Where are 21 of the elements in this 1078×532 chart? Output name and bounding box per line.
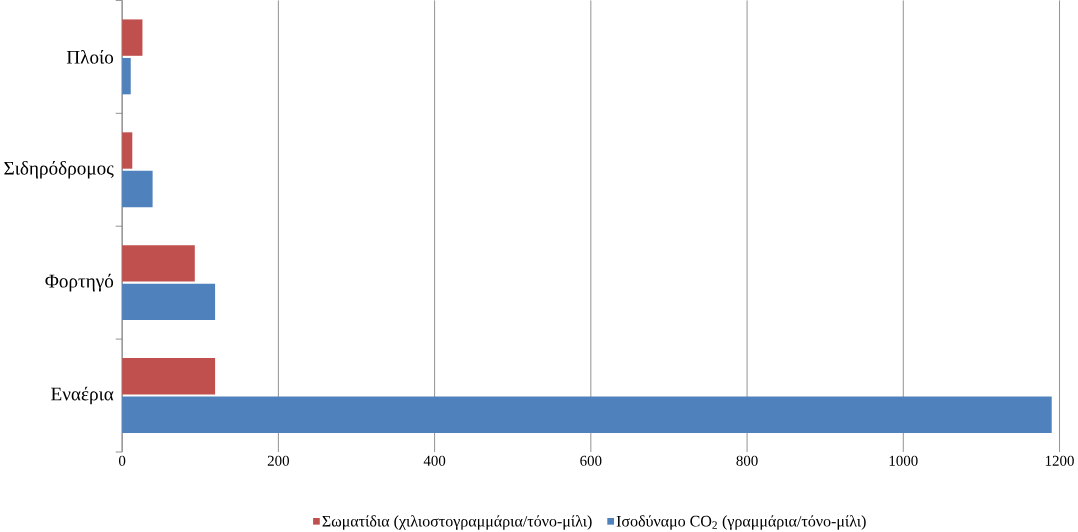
- legend-label: Ισοδύναμο CO$_{2}$ (γραμμάρια/τόνο-μίλι): [616, 515, 866, 530]
- bar: [122, 57, 131, 95]
- x-tick-label: 1000: [889, 455, 918, 466]
- y-tick-label: Φορτηγό: [45, 273, 114, 292]
- x-tick-label: 600: [580, 455, 602, 466]
- y-tick-label: Πλοίο: [66, 49, 114, 64]
- bar: [122, 396, 1052, 433]
- bar: [122, 170, 153, 208]
- legend-label: Σωματίδια (χιλιοστογραμμάρια/τόνο-μίλι): [322, 515, 592, 530]
- x-tick-label: 0: [118, 455, 126, 466]
- y-tick-label: Σιδηρόδρομος: [4, 160, 114, 179]
- bar: [122, 19, 143, 56]
- bar: [122, 245, 195, 282]
- x-tick-label: 1200: [1045, 455, 1074, 466]
- bar: [122, 132, 133, 169]
- bar: [122, 357, 216, 395]
- y-tick-label: Εναέρια: [51, 386, 114, 405]
- x-tick-label: 200: [267, 455, 289, 466]
- bar: [122, 283, 216, 320]
- x-tick-label: 400: [423, 455, 446, 466]
- x-tick-label: 800: [736, 455, 758, 466]
